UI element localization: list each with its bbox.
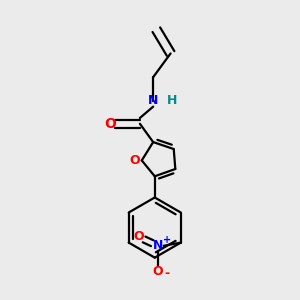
Text: O: O: [104, 117, 116, 131]
Text: N: N: [153, 239, 163, 252]
Text: H: H: [167, 94, 177, 107]
Text: O: O: [133, 230, 144, 243]
Text: +: +: [163, 235, 171, 245]
Text: -: -: [164, 267, 169, 280]
Text: O: O: [130, 154, 140, 167]
Text: N: N: [148, 94, 158, 107]
Text: O: O: [153, 265, 163, 278]
